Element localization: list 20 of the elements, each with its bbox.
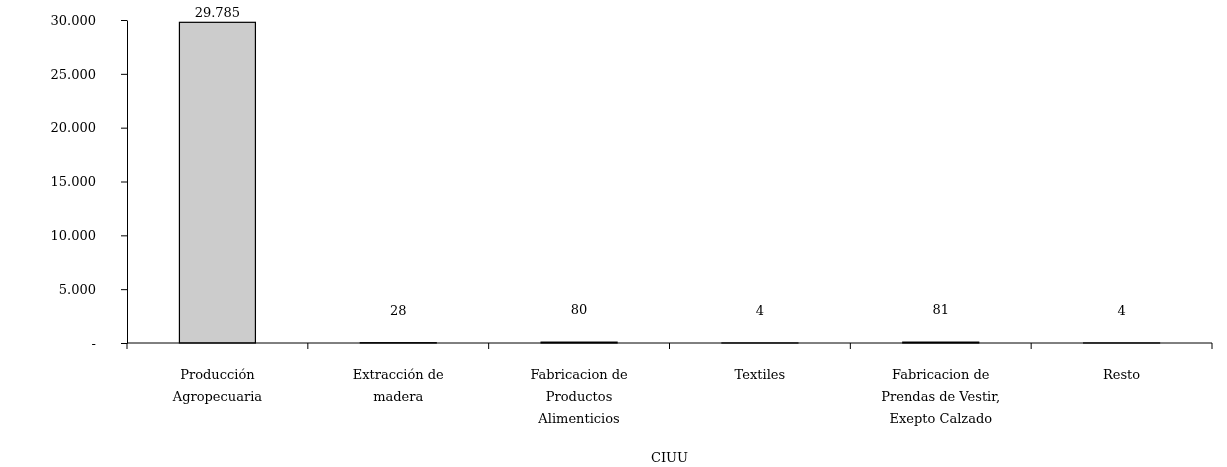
y-tick-label: 10.000 (50, 227, 96, 243)
y-tick-label: 5.000 (58, 281, 96, 297)
x-tick-label: Fabricacion de Prendas de Vestir, Exepto Calzado (881, 367, 1001, 426)
data-label: 29.785 (194, 5, 241, 21)
y-tick-label: 20.000 (50, 120, 96, 136)
data-label: 4 (755, 302, 765, 318)
y-tick-label: 25.000 (50, 66, 96, 82)
x-tick-label: Fabricacion de Productos Alimenticios (530, 367, 629, 426)
y-tick-label: 30.000 (50, 12, 96, 28)
data-label: 28 (389, 302, 407, 318)
x-tick-label: Producción Agropecuaria (171, 367, 263, 404)
x-tick-label: Extracción de madera (352, 367, 445, 404)
x-tick-label: Resto (1102, 367, 1141, 382)
x-tick-label: Textiles (734, 367, 786, 382)
data-label: 81 (932, 302, 950, 318)
data-label: 80 (570, 302, 588, 318)
y-tick-label: 15.000 (50, 174, 96, 190)
x-axis-title: CIUU (651, 450, 689, 465)
data-label: 4 (1117, 302, 1126, 318)
y-tick-label: - (91, 335, 96, 351)
